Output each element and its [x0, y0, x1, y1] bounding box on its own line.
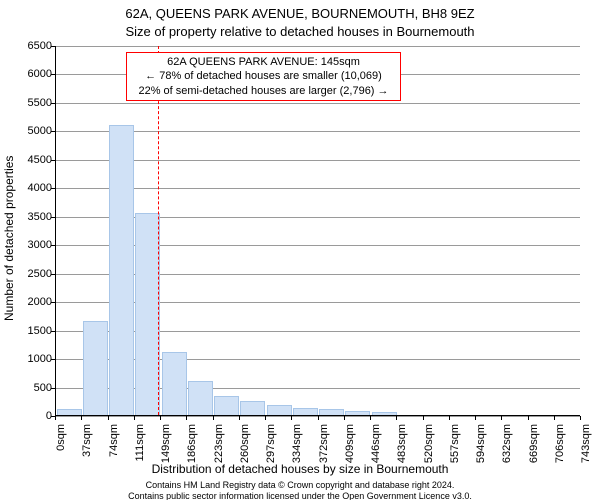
histogram-bar: [188, 381, 213, 415]
histogram-bar: [267, 405, 292, 415]
xtick-mark: [160, 416, 161, 420]
ytick-label: 4000: [12, 182, 52, 194]
histogram-bar: [372, 412, 397, 415]
xtick-label: 260sqm: [239, 424, 251, 464]
histogram-bar: [135, 213, 160, 415]
xtick-label: 111sqm: [134, 424, 146, 464]
xtick-label: 594sqm: [475, 424, 487, 464]
histogram-bar: [319, 409, 344, 415]
chart-plot-area: 62A QUEENS PARK AVENUE: 145sqm← 78% of d…: [55, 46, 580, 416]
footnote-line-2: Contains public sector information licen…: [0, 491, 600, 500]
ytick-label: 2500: [12, 268, 52, 280]
xtick-mark: [213, 416, 214, 420]
xtick-label: 372sqm: [318, 424, 330, 464]
ytick-label: 3000: [12, 239, 52, 251]
ytick-label: 500: [12, 382, 52, 394]
ytick-label: 1000: [12, 353, 52, 365]
gridline: [56, 103, 580, 104]
xtick-label: 632sqm: [501, 424, 513, 464]
ytick-label: 5000: [12, 125, 52, 137]
xtick-mark: [55, 416, 56, 420]
ytick-label: 1500: [12, 325, 52, 337]
page-title: 62A, QUEENS PARK AVENUE, BOURNEMOUTH, BH…: [0, 6, 600, 21]
ytick-label: 3500: [12, 211, 52, 223]
ytick-label: 5500: [12, 97, 52, 109]
xtick-label: 186sqm: [186, 424, 198, 464]
xtick-mark: [475, 416, 476, 420]
xtick-mark: [449, 416, 450, 420]
annotation-line: ← 78% of detached houses are smaller (10…: [131, 69, 396, 83]
xtick-mark: [291, 416, 292, 420]
xtick-label: 37sqm: [81, 424, 93, 464]
ytick-label: 2000: [12, 296, 52, 308]
xtick-mark: [554, 416, 555, 420]
xtick-label: 743sqm: [580, 424, 592, 464]
histogram-bar: [57, 409, 82, 415]
xtick-mark: [528, 416, 529, 420]
histogram-bar: [109, 125, 134, 415]
xtick-mark: [370, 416, 371, 420]
xtick-label: 446sqm: [370, 424, 382, 464]
xtick-label: 669sqm: [528, 424, 540, 464]
annotation-box: 62A QUEENS PARK AVENUE: 145sqm← 78% of d…: [126, 52, 401, 101]
xtick-label: 483sqm: [396, 424, 408, 464]
xtick-mark: [580, 416, 581, 420]
xtick-label: 223sqm: [213, 424, 225, 464]
histogram-bar: [293, 408, 318, 415]
xtick-label: 706sqm: [554, 424, 566, 464]
gridline: [56, 131, 580, 132]
xtick-label: 334sqm: [291, 424, 303, 464]
xtick-label: 557sqm: [449, 424, 461, 464]
xtick-mark: [186, 416, 187, 420]
xtick-label: 297sqm: [265, 424, 277, 464]
page-subtitle: Size of property relative to detached ho…: [0, 24, 600, 39]
xtick-mark: [318, 416, 319, 420]
xtick-mark: [134, 416, 135, 420]
ytick-label: 6000: [12, 68, 52, 80]
xtick-label: 520sqm: [423, 424, 435, 464]
histogram-bar: [240, 401, 265, 415]
histogram-bar: [162, 352, 187, 415]
gridline: [56, 188, 580, 189]
ytick-label: 6500: [12, 40, 52, 52]
ytick-label: 0: [12, 410, 52, 422]
xtick-mark: [423, 416, 424, 420]
annotation-line: 22% of semi-detached houses are larger (…: [131, 84, 396, 98]
histogram-bar: [345, 411, 370, 415]
marker-line: [158, 46, 159, 415]
xtick-mark: [108, 416, 109, 420]
histogram-bar: [83, 321, 108, 415]
xtick-mark: [265, 416, 266, 420]
xtick-label: 0sqm: [55, 424, 67, 464]
xtick-label: 149sqm: [160, 424, 172, 464]
xtick-mark: [81, 416, 82, 420]
footnote-line-1: Contains HM Land Registry data © Crown c…: [0, 480, 600, 490]
xtick-mark: [396, 416, 397, 420]
xtick-mark: [501, 416, 502, 420]
ytick-label: 4500: [12, 154, 52, 166]
annotation-line: 62A QUEENS PARK AVENUE: 145sqm: [131, 55, 396, 69]
histogram-bar: [214, 396, 239, 415]
x-axis-label: Distribution of detached houses by size …: [0, 462, 600, 476]
xtick-mark: [344, 416, 345, 420]
xtick-label: 74sqm: [108, 424, 120, 464]
gridline: [56, 46, 580, 47]
gridline: [56, 160, 580, 161]
xtick-mark: [239, 416, 240, 420]
xtick-label: 409sqm: [344, 424, 356, 464]
